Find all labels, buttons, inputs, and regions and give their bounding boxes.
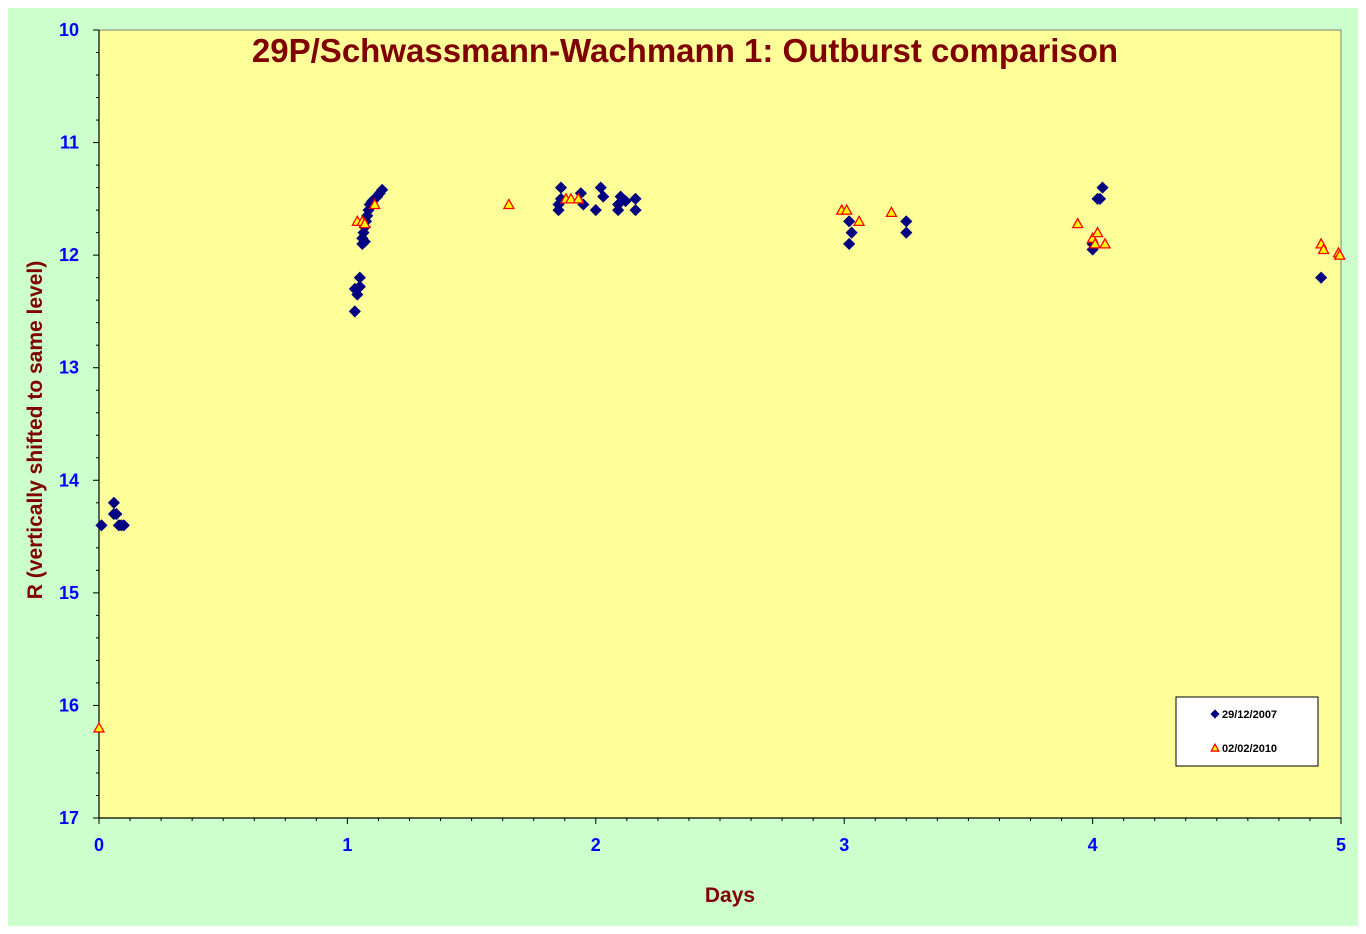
legend-label-29-12-2007: 29/12/2007 <box>1222 709 1277 721</box>
plot-area <box>98 29 1342 819</box>
data-point-diamond <box>629 204 642 217</box>
data-points <box>92 181 1346 733</box>
data-point-diamond <box>843 215 856 228</box>
legend-triangle <box>1210 742 1220 752</box>
data-point-triangle <box>502 198 515 210</box>
x-tick-label: 5 <box>1336 835 1346 855</box>
data-point-triangle <box>1098 237 1112 249</box>
y-tick-label: 12 <box>59 245 79 265</box>
data-point-diamond <box>1096 181 1109 194</box>
x-tick-label: 3 <box>839 835 849 855</box>
data-point-triangle <box>1333 248 1346 260</box>
data-point-diamond <box>845 226 858 239</box>
data-point-diamond <box>554 181 568 194</box>
data-point-diamond <box>376 183 389 196</box>
legend-marker-02-02-2010 <box>1210 742 1220 752</box>
data-point-triangle <box>1091 226 1104 238</box>
y-axis-title: R (vertically shifted to same level) <box>24 261 47 599</box>
x-axis-title: Days <box>705 884 755 907</box>
data-point-diamond <box>597 190 610 203</box>
x-tick-label: 2 <box>591 835 601 855</box>
chart-title: 29P/Schwassmann-Wachmann 1: Outburst com… <box>252 32 1118 69</box>
data-point-triangle <box>885 206 898 218</box>
y-tick-label: 14 <box>59 470 79 490</box>
data-point-triangle <box>368 198 381 210</box>
data-point-triangle <box>1071 217 1084 229</box>
y-tick-label: 16 <box>59 695 79 715</box>
data-point-diamond <box>900 226 913 239</box>
y-tick-label: 10 <box>59 20 79 40</box>
legend-marker-29-12-2007 <box>1210 709 1220 719</box>
legend: 29/12/2007 02/02/2010 <box>1175 696 1319 767</box>
data-point-diamond <box>619 195 632 208</box>
data-point-triangle <box>358 217 371 229</box>
data-point-triangle <box>852 215 866 227</box>
data-point-triangle <box>1088 237 1102 249</box>
y-tick-label: 17 <box>59 808 79 828</box>
x-tick-label: 4 <box>1088 835 1098 855</box>
x-tick-label: 0 <box>94 835 104 855</box>
data-point-triangle <box>572 192 585 204</box>
y-tick-label: 13 <box>59 358 79 378</box>
data-point-diamond <box>117 519 130 532</box>
y-tick-label: 11 <box>60 133 79 153</box>
data-point-diamond <box>629 192 642 205</box>
data-point-diamond <box>843 237 856 250</box>
legend-label-02-02-2010: 02/02/2010 <box>1222 743 1277 755</box>
legend-diamond <box>1210 709 1220 719</box>
data-point-triangle <box>564 192 578 204</box>
data-point-diamond <box>110 507 123 521</box>
data-point-diamond <box>358 235 371 248</box>
data-point-triangle <box>1317 243 1330 255</box>
data-point-triangle <box>92 721 106 733</box>
data-point-diamond <box>348 305 361 318</box>
data-point-diamond <box>1315 271 1328 284</box>
data-point-diamond <box>353 280 366 293</box>
data-point-diamond <box>95 519 108 532</box>
x-tick-label: 1 <box>342 835 352 855</box>
series-1 <box>92 192 1346 733</box>
y-tick-label: 15 <box>59 583 79 603</box>
data-point-diamond <box>612 204 625 217</box>
data-point-triangle <box>840 203 853 215</box>
data-point-diamond <box>589 204 602 217</box>
data-point-diamond <box>1093 192 1107 205</box>
